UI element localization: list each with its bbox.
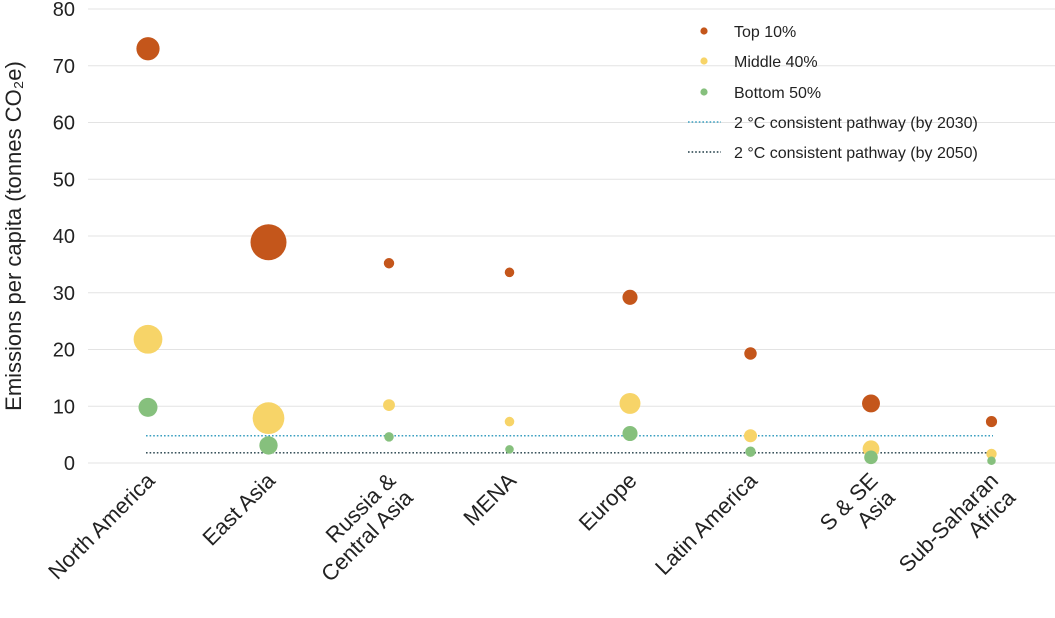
data-point [505, 445, 514, 454]
legend-marker [700, 27, 708, 35]
data-point [745, 446, 756, 457]
data-point [504, 416, 515, 427]
legend-label: Top 10% [734, 24, 796, 41]
x-category-label: East Asia [198, 467, 281, 550]
x-category-label: Sub-SaharanAfrica [894, 467, 1021, 594]
data-point [985, 415, 998, 428]
data-point [138, 397, 158, 417]
data-point [986, 448, 997, 460]
data-point [987, 456, 996, 465]
data-point [259, 436, 278, 455]
x-category-label: Russia &Central Asia [299, 467, 418, 586]
data-point [250, 224, 287, 261]
data-point [622, 425, 638, 442]
data-point [743, 429, 758, 443]
data-point [383, 258, 395, 269]
x-category-label: North America [43, 467, 160, 584]
y-tick-label: 80 [53, 0, 75, 21]
x-category-label: Europe [574, 468, 642, 536]
y-tick-label: 40 [53, 226, 75, 248]
data-point [136, 37, 160, 61]
legend-marker [700, 57, 708, 65]
data-point [744, 347, 757, 360]
y-tick-label: 10 [53, 396, 75, 418]
y-tick-label: 0 [64, 453, 75, 475]
y-tick-label: 50 [53, 169, 75, 191]
data-point [622, 289, 638, 305]
data-point [133, 324, 163, 354]
y-tick-label: 30 [53, 283, 75, 305]
data-point [864, 450, 878, 465]
legend-label: 2 °C consistent pathway (by 2050) [734, 145, 978, 162]
x-category-label: MENA [458, 468, 521, 531]
legend-label: Bottom 50% [734, 85, 821, 102]
y-axis-label: Emissions per capita (tonnes CO₂e) [1, 61, 26, 411]
legend-marker [700, 88, 708, 96]
data-point [384, 432, 394, 442]
x-category-label: S & SEAsia [815, 467, 900, 552]
x-category-label: Latin America [650, 467, 762, 579]
data-point [619, 392, 641, 414]
data-point [504, 267, 515, 278]
data-point [383, 399, 395, 412]
legend-label: 2 °C consistent pathway (by 2030) [734, 115, 978, 132]
data-point [862, 394, 880, 413]
legend-label: Middle 40% [734, 54, 818, 71]
y-tick-label: 60 [53, 113, 75, 135]
data-point [252, 402, 285, 435]
y-tick-label: 70 [53, 56, 75, 78]
y-tick-label: 20 [53, 340, 75, 362]
